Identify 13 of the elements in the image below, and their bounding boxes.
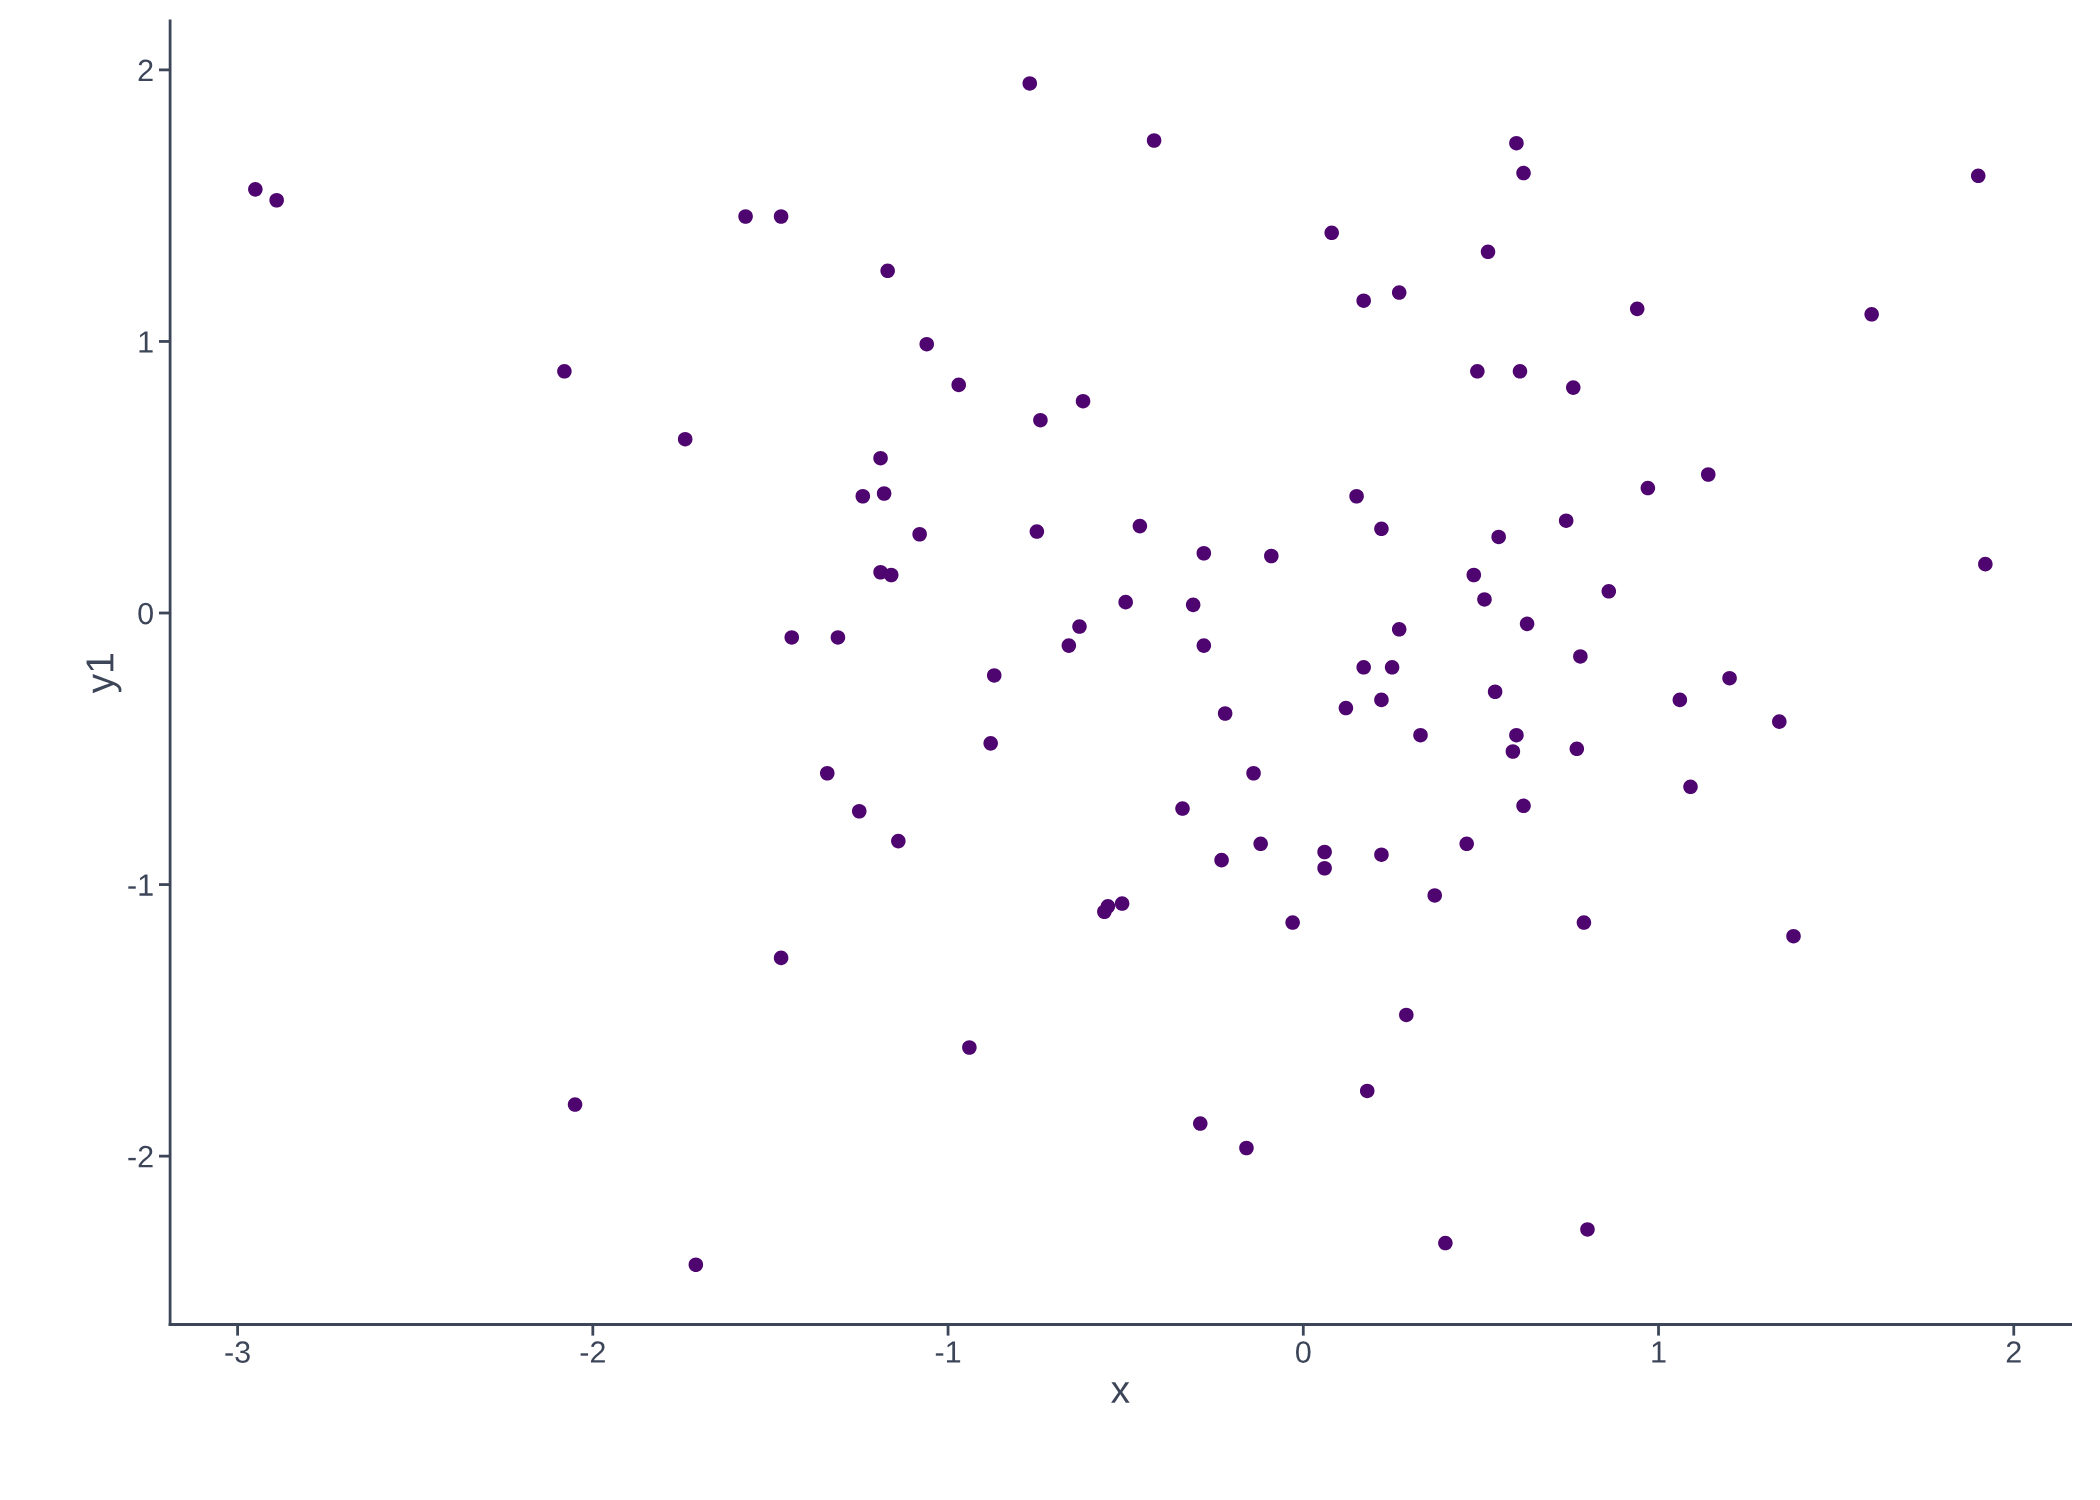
- y-tick-label: 0: [138, 602, 153, 625]
- y-tick-label: -2: [128, 1145, 153, 1168]
- x-tick-label: 0: [1295, 1341, 1311, 1363]
- y-axis-title: y1: [86, 654, 122, 694]
- x-tick-label: 1: [1652, 1341, 1666, 1363]
- x-tick-label: 2: [2006, 1341, 2021, 1363]
- y-tick-label: -1: [128, 874, 153, 896]
- x-tick-label: -2: [580, 1341, 605, 1363]
- x-axis-title: x: [1111, 1382, 1130, 1403]
- y-tick-label: 2: [138, 59, 153, 81]
- x-tick-label: -3: [225, 1341, 250, 1363]
- x-tick-label: -1: [935, 1341, 961, 1363]
- y-tick-label: 1: [139, 331, 153, 353]
